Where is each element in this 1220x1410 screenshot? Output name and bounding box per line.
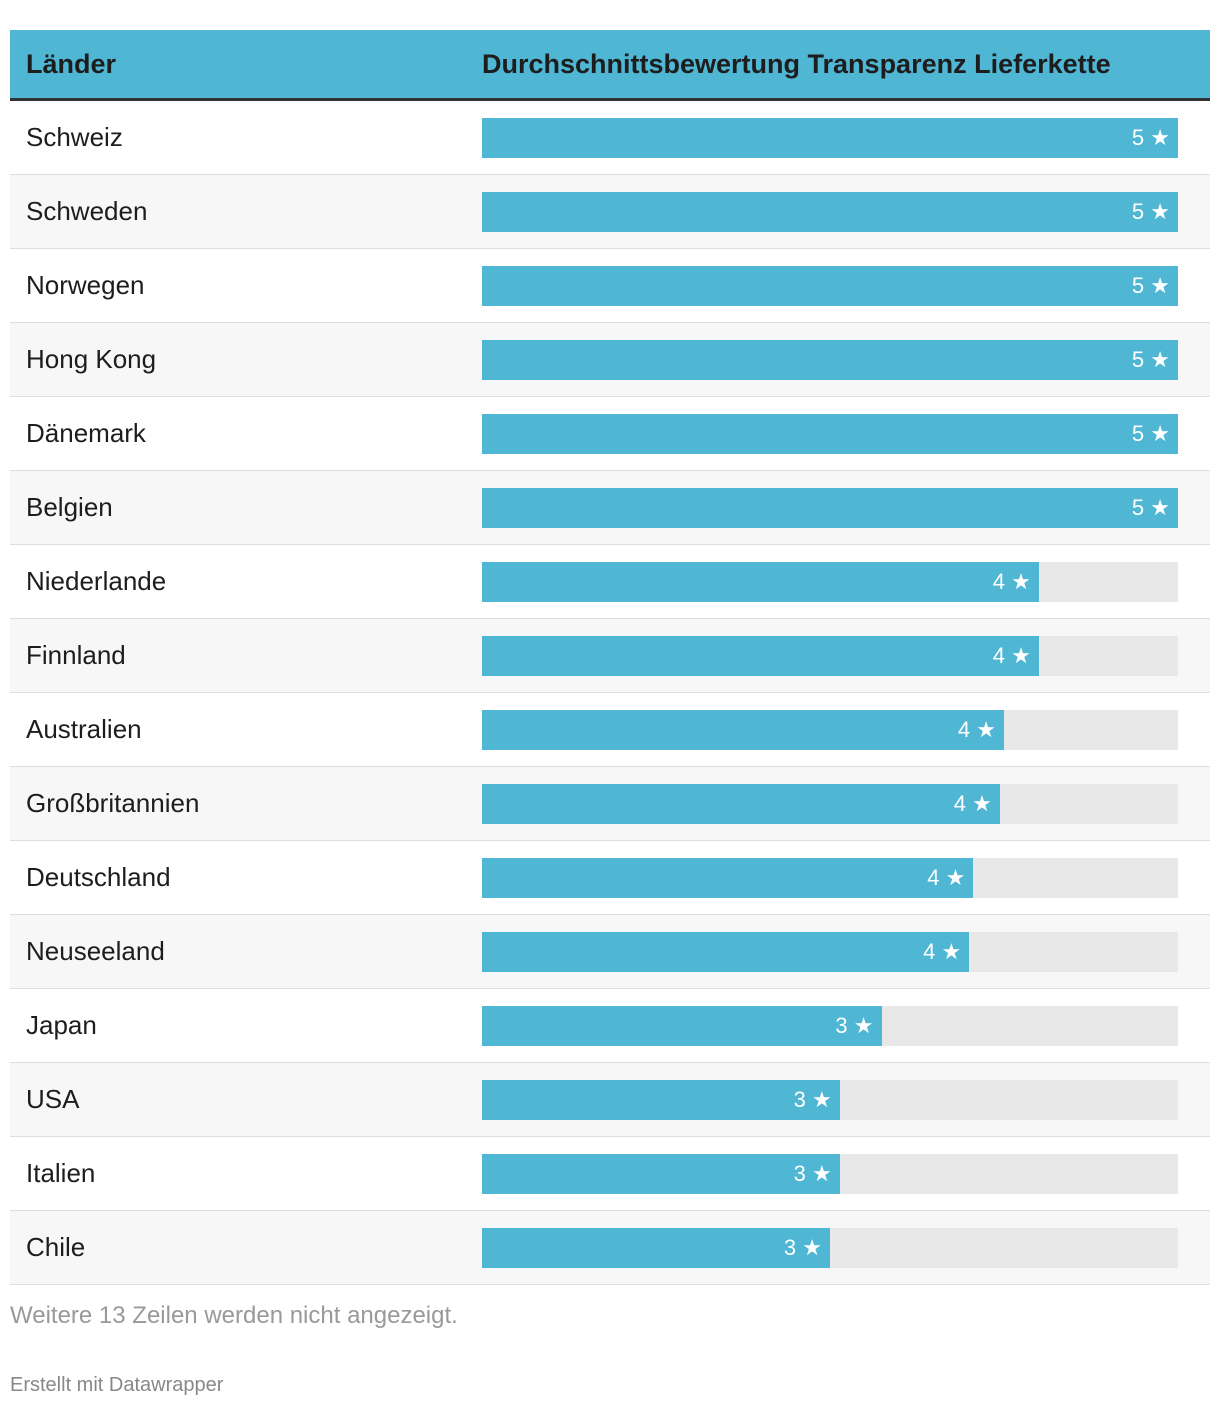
table-row: Italien 3 ★ (10, 1137, 1210, 1211)
header-cell: Durchschnittsbewertung Transparenz Liefe… (482, 49, 1111, 79)
value-label: 5 ★ (1131, 125, 1170, 150)
bar (482, 1080, 840, 1120)
footer: Erstellt mit Datawrapper (10, 1374, 224, 1396)
value-label: 4 ★ (992, 643, 1031, 668)
bar (482, 1154, 840, 1194)
bar (482, 562, 1039, 602)
table-row: Hong Kong 5 ★ (10, 323, 1210, 397)
value-label: 5 ★ (1131, 421, 1170, 446)
country-label: Deutschland (26, 862, 171, 892)
bar (482, 784, 1000, 824)
table-row: Chile 3 ★ (10, 1211, 1210, 1285)
table-row: Japan 3 ★ (10, 989, 1210, 1063)
value-label: 5 ★ (1131, 347, 1170, 372)
bar (482, 932, 970, 972)
value-label: 4 ★ (923, 939, 962, 964)
country-label: Italien (26, 1158, 96, 1188)
table-row: Neuseeland 4 ★ (10, 915, 1210, 989)
country-label: Japan (26, 1010, 97, 1040)
country-label: USA (26, 1084, 80, 1114)
country-label: Neuseeland (26, 936, 165, 966)
bar (482, 414, 1178, 454)
value-label: 5 ★ (1131, 273, 1170, 298)
value-label: 4 ★ (992, 569, 1031, 594)
table-row: Dänemark 5 ★ (10, 397, 1210, 471)
table-row: Großbritannien 4 ★ (10, 767, 1210, 841)
table-row: Norwegen 5 ★ (10, 249, 1210, 323)
bar-track: 5 ★ (482, 118, 1178, 158)
bar-track: 5 ★ (482, 266, 1178, 306)
table-row: Finnland 4 ★ (10, 619, 1210, 693)
bar-track: 4 ★ (482, 636, 1178, 676)
bar-track: 4 ★ (482, 858, 1178, 898)
value-label: 4 ★ (927, 865, 966, 890)
table-row: Schweden 5 ★ (10, 175, 1210, 249)
country-label: Chile (26, 1232, 86, 1262)
bar-track: 4 ★ (482, 562, 1178, 602)
table-row: Belgien 5 ★ (10, 471, 1210, 545)
bar (482, 192, 1178, 232)
bar-track: 3 ★ (482, 1228, 1178, 1268)
country-label: Großbritannien (26, 788, 200, 818)
bar-track: 5 ★ (482, 488, 1178, 528)
bar-track: 3 ★ (482, 1006, 1178, 1046)
value-label: 3 ★ (793, 1161, 832, 1186)
bar (482, 858, 974, 898)
bar (482, 1006, 882, 1046)
header-cell: Länder (26, 49, 117, 79)
country-label: Dänemark (26, 418, 146, 448)
bar-track: 4 ★ (482, 932, 1178, 972)
table-row: Schweiz 5 ★ (10, 101, 1210, 175)
bar-track: 4 ★ (482, 784, 1178, 824)
bar (482, 266, 1178, 306)
country-label: Hong Kong (26, 344, 157, 374)
table-row: USA 3 ★ (10, 1063, 1210, 1137)
bar (482, 710, 1004, 750)
value-label: 4 ★ (953, 791, 992, 816)
table-row: Deutschland 4 ★ (10, 841, 1210, 915)
note: Weitere 13 Zeilen werden nicht angezeigt… (10, 1302, 458, 1329)
value-label: 5 ★ (1131, 495, 1170, 520)
bar-track: 3 ★ (482, 1080, 1178, 1120)
bar-track: 5 ★ (482, 340, 1178, 380)
bar-track: 4 ★ (482, 710, 1178, 750)
table-row: Niederlande 4 ★ (10, 545, 1210, 619)
bar (482, 1228, 830, 1268)
table-header: Länder Durchschnittsbewertung Transparen… (10, 30, 1210, 101)
bar (482, 340, 1178, 380)
bar (482, 118, 1178, 158)
value-label: 5 ★ (1131, 199, 1170, 224)
country-label: Schweiz (26, 122, 123, 152)
country-label: Finnland (26, 640, 126, 670)
country-label: Norwegen (26, 270, 145, 300)
bar-track: 5 ★ (482, 414, 1178, 454)
country-label: Niederlande (26, 566, 167, 596)
value-label: 3 ★ (793, 1087, 832, 1112)
country-label: Australien (26, 714, 142, 744)
bar (482, 488, 1178, 528)
country-label: Schweden (26, 196, 148, 226)
bar (482, 636, 1039, 676)
country-label: Belgien (26, 492, 113, 522)
value-label: 3 ★ (783, 1235, 822, 1260)
bar-track: 3 ★ (482, 1154, 1178, 1194)
bar-track: 5 ★ (482, 192, 1178, 232)
value-label: 4 ★ (957, 717, 996, 742)
value-label: 3 ★ (835, 1013, 874, 1038)
table-row: Australien 4 ★ (10, 693, 1210, 767)
